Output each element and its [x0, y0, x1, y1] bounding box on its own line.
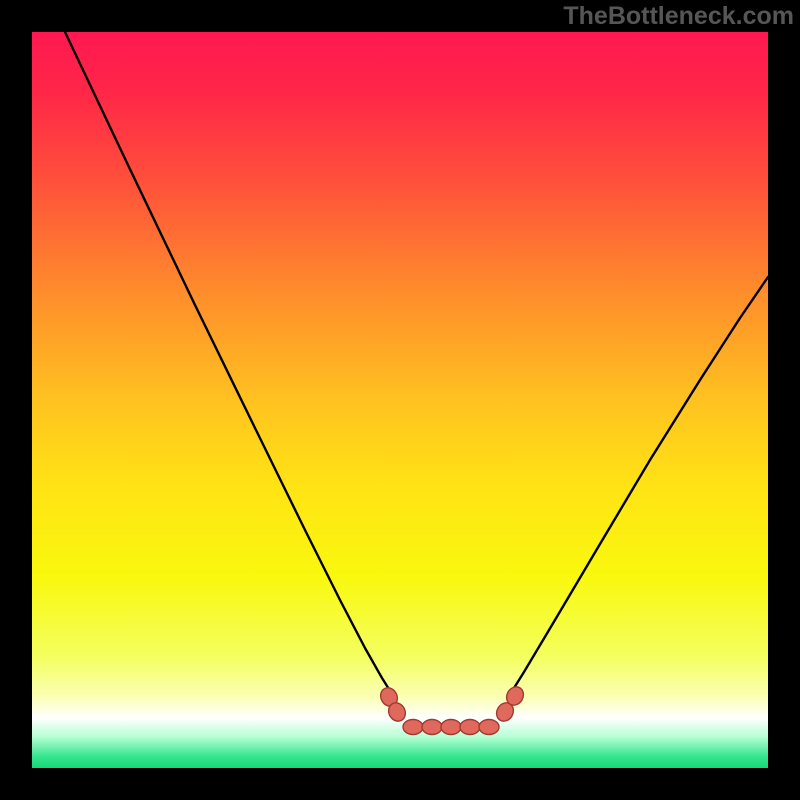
curve-marker — [479, 720, 499, 735]
curve-left-branch — [65, 32, 392, 694]
curve-marker — [460, 720, 480, 735]
curve-marker — [403, 720, 423, 735]
curve-right-branch — [509, 277, 768, 696]
bottleneck-curve-chart — [0, 0, 800, 800]
curve-marker — [422, 720, 442, 735]
curve-marker — [441, 720, 461, 735]
